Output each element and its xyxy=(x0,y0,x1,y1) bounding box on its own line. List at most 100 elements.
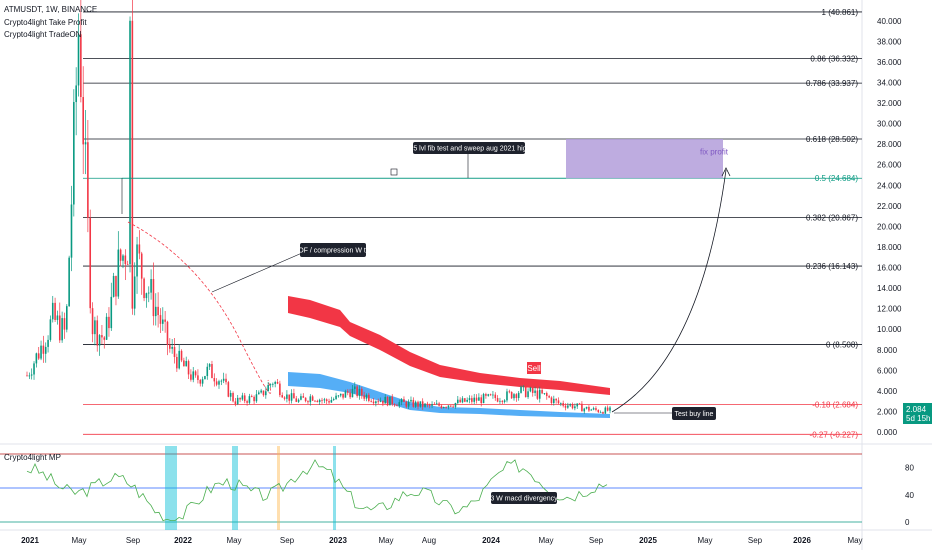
candle-body xyxy=(269,384,272,386)
candle-body xyxy=(468,398,471,400)
candle-body xyxy=(150,279,152,293)
candle-body xyxy=(508,391,511,393)
sell-label: Sell xyxy=(527,364,541,373)
candles xyxy=(26,0,611,415)
fib-label: 1 (40.861) xyxy=(822,8,859,17)
price-axis: 40.000 38.000 36.000 34.000 32.000 30.000 28.0… xyxy=(877,17,932,437)
candle-body xyxy=(108,316,110,329)
candle-body xyxy=(386,396,389,406)
candle-body xyxy=(464,398,466,402)
candle-body xyxy=(171,346,173,349)
candle-body xyxy=(454,402,457,407)
candle-body xyxy=(358,388,361,397)
candle-body xyxy=(281,395,284,398)
candle-body xyxy=(54,302,56,320)
candle-body xyxy=(199,379,202,384)
indicator-take-profit[interactable]: Crypto4light Take Profit xyxy=(4,18,87,27)
time-tick: 2022 xyxy=(174,536,192,545)
candle-body xyxy=(550,397,553,403)
price-tick: 14.000 xyxy=(877,284,902,293)
candle-body xyxy=(51,302,54,320)
candle-body xyxy=(421,401,424,407)
candle-body xyxy=(606,407,609,411)
price-tick: 4.000 xyxy=(877,387,898,396)
candle-body xyxy=(75,85,77,103)
candle-body xyxy=(494,394,497,399)
price-tick: 38.000 xyxy=(877,37,902,46)
candle-body xyxy=(332,399,335,401)
candle-body xyxy=(496,398,499,402)
candle-body xyxy=(276,381,279,384)
time-tick: 2026 xyxy=(793,536,811,545)
fib-label: 0.86 (36.332) xyxy=(810,55,858,64)
candle-body xyxy=(368,394,370,401)
candle-body xyxy=(164,319,166,322)
candle-body xyxy=(84,142,87,145)
price-tick: 24.000 xyxy=(877,181,902,190)
price-tick: 36.000 xyxy=(877,58,902,67)
candle-body xyxy=(377,401,380,403)
candle-body xyxy=(557,400,560,404)
price-badge-value: 2.084 xyxy=(906,405,927,414)
price-tick: 40.000 xyxy=(877,17,902,26)
candle-body xyxy=(400,399,403,403)
oscillator-title[interactable]: Crypto4light MP xyxy=(4,453,61,462)
candle-body xyxy=(194,371,197,376)
candle-body xyxy=(117,249,120,297)
candle-body xyxy=(307,401,309,403)
compression-pointer xyxy=(211,252,303,293)
candle-body xyxy=(176,356,178,369)
candle-body xyxy=(431,404,433,406)
candle-body xyxy=(272,383,274,385)
candle-body xyxy=(384,396,387,404)
candle-body xyxy=(178,350,180,369)
candle-body xyxy=(417,401,419,407)
candle-body xyxy=(246,401,248,403)
candle-body xyxy=(157,306,159,316)
fib-levels: 1 (40.861) 0.86 (36.332) 0.786 (33.937) 0.6… xyxy=(83,8,862,439)
fib-label: 0.236 (16.143) xyxy=(806,262,858,271)
candle-body xyxy=(433,404,436,405)
fix-profit-zone xyxy=(566,138,723,179)
candle-body xyxy=(187,361,190,375)
candle-body xyxy=(166,321,169,345)
candle-body xyxy=(351,388,354,398)
candle-body xyxy=(26,375,28,377)
candle-body xyxy=(520,386,522,393)
price-tick: 26.000 xyxy=(877,161,902,170)
indicator-tradeon[interactable]: Crypto4light TradeON xyxy=(4,30,82,39)
candle-body xyxy=(428,404,431,406)
candle-body xyxy=(361,388,363,396)
candle-body xyxy=(204,376,206,380)
candle-body xyxy=(356,386,358,397)
price-tick: 10.000 xyxy=(877,325,902,334)
candle-body xyxy=(473,397,476,402)
candle-body xyxy=(588,406,590,411)
time-tick: Sep xyxy=(589,536,604,545)
candle-body xyxy=(487,394,490,396)
candle-body xyxy=(578,403,581,405)
candle-body xyxy=(363,395,365,399)
candle-body xyxy=(321,399,323,401)
channel-bands xyxy=(288,296,610,418)
candle-body xyxy=(414,401,417,407)
candle-body xyxy=(159,315,162,324)
candle-body xyxy=(353,386,356,389)
candle-body xyxy=(91,308,94,335)
candle-body xyxy=(517,392,520,399)
candle-body xyxy=(300,396,302,400)
candle-body xyxy=(229,393,232,397)
osc-tick: 0 xyxy=(905,518,910,527)
price-tick: 20.000 xyxy=(877,222,902,231)
candle-body xyxy=(543,393,546,394)
candle-body xyxy=(459,399,461,403)
candle-body xyxy=(262,390,265,396)
candle-body xyxy=(243,395,246,402)
price-tick: 2.000 xyxy=(877,407,898,416)
candle-body xyxy=(253,396,255,402)
candle-body xyxy=(220,380,223,382)
candle-body xyxy=(283,397,286,399)
candle-body xyxy=(346,391,349,393)
candle-body xyxy=(328,401,330,403)
time-tick: 2021 xyxy=(21,536,39,545)
